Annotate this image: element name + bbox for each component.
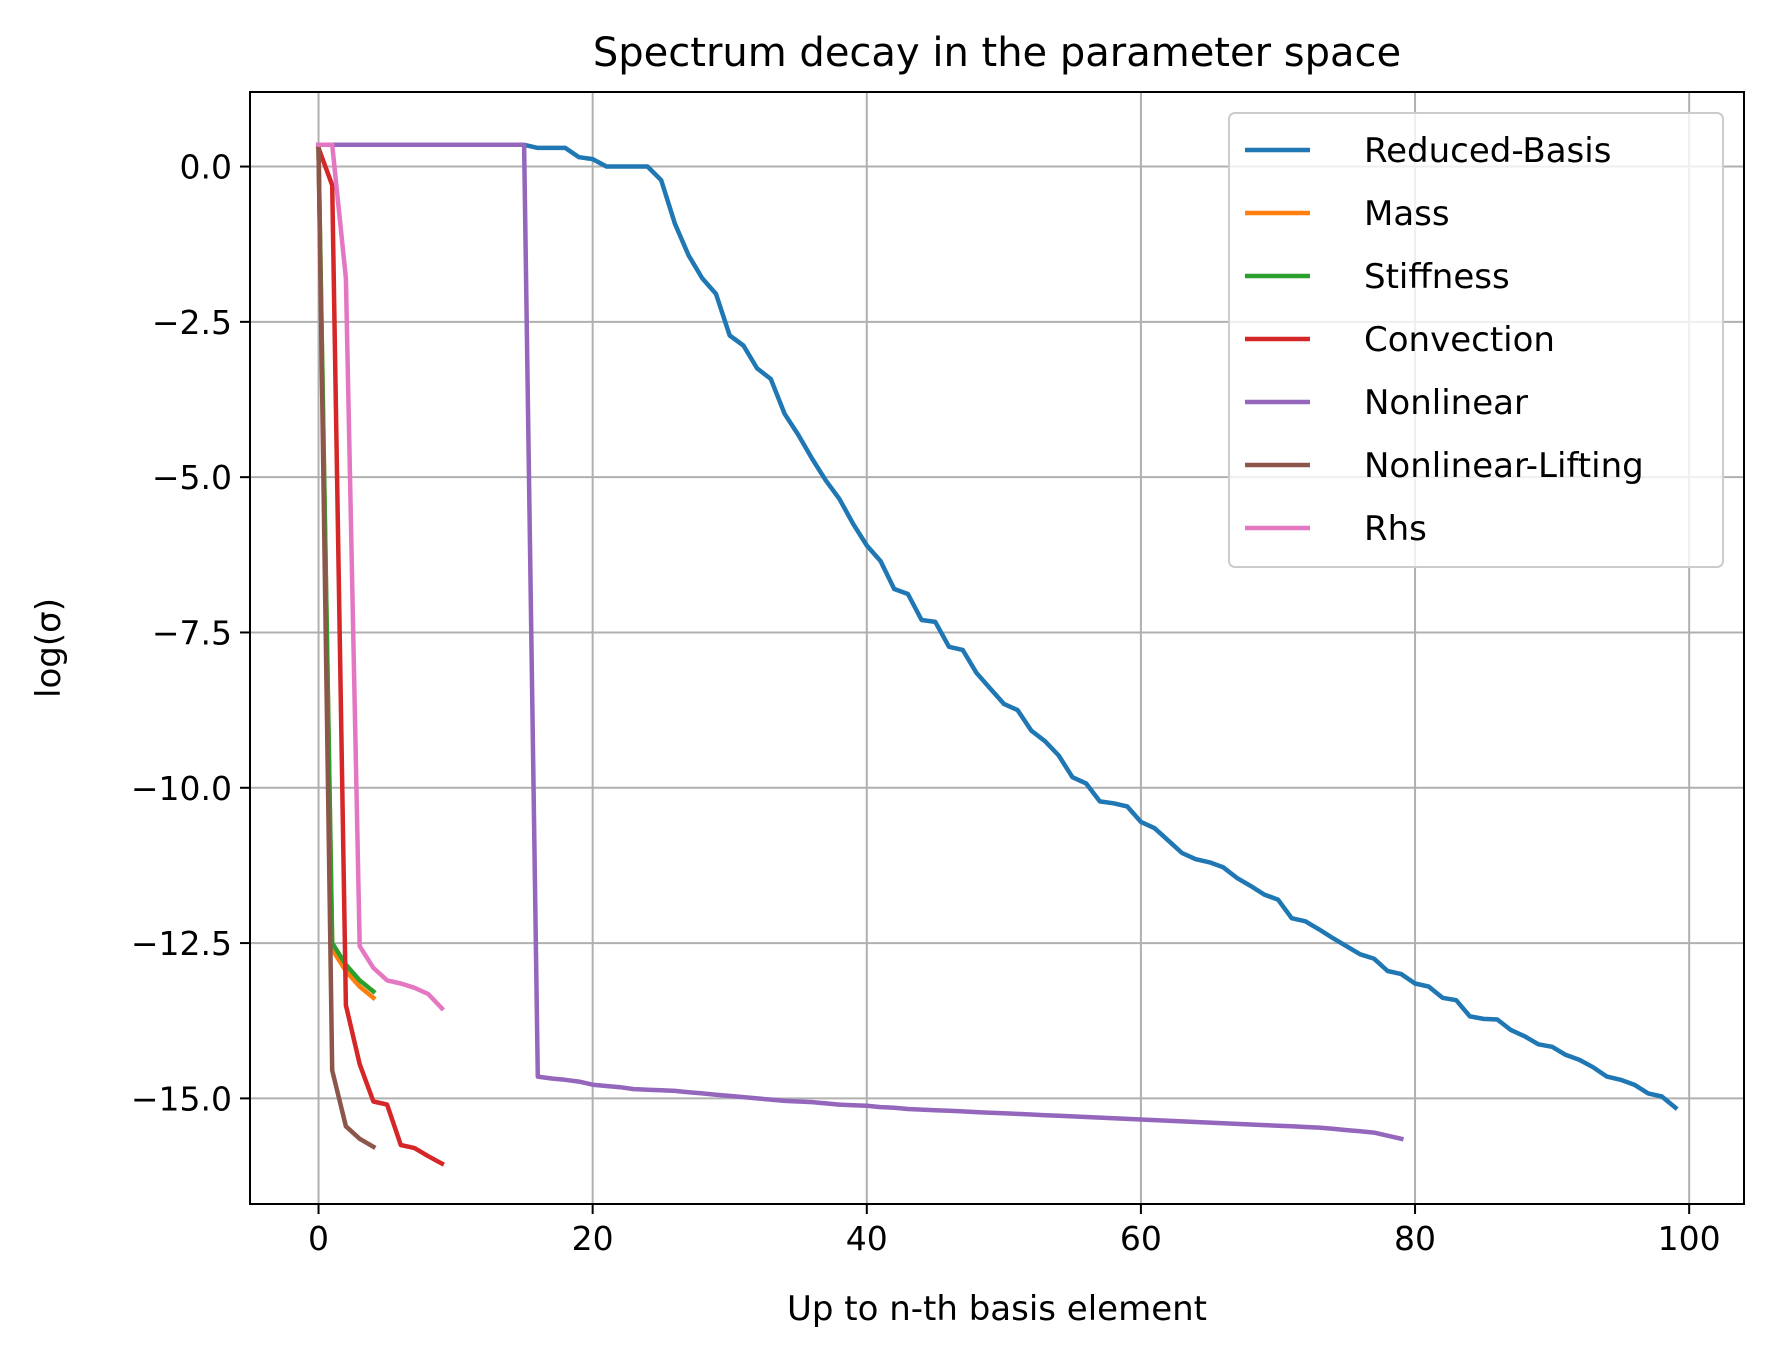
- y-tick-label: −12.5: [131, 924, 232, 963]
- x-tick-label: 40: [846, 1219, 888, 1258]
- series-line-convection: [315, 145, 445, 1167]
- y-tick-label: −2.5: [152, 303, 232, 342]
- legend: Reduced-Basis Mass Stiffness Convection Nonl…: [1228, 112, 1724, 568]
- chart-title: Spectrum decay in the parameter space: [593, 30, 1401, 76]
- y-tick-label: −5.0: [152, 458, 232, 497]
- legend-label-stiffness: Stiffness: [1364, 257, 1510, 297]
- ticks: 0 20 40 60 80 100 0.0 −2.5 −5.0 −7.5 −10.0 −12.5 −15…: [131, 148, 1721, 1258]
- y-tick-label: −7.5: [152, 613, 232, 652]
- y-tick-label: 0.0: [180, 148, 232, 187]
- legend-label-mass: Mass: [1364, 194, 1450, 234]
- legend-label-nonlinear-lifting: Nonlinear-Lifting: [1364, 446, 1644, 486]
- x-axis-label: Up to n-th basis element: [787, 1289, 1207, 1329]
- grid: [250, 92, 1744, 1204]
- x-tick-label: 100: [1658, 1219, 1721, 1258]
- x-tick-label: 20: [572, 1219, 614, 1258]
- series-line-nonlinear-lifting: [316, 145, 377, 1150]
- x-tick-label: 0: [308, 1219, 329, 1258]
- series-line-nonlinear: [316, 142, 1404, 1142]
- legend-label-convection: Convection: [1364, 320, 1555, 360]
- x-tick-label: 60: [1120, 1219, 1162, 1258]
- series-layer: [315, 142, 1679, 1167]
- legend-label-nonlinear: Nonlinear: [1364, 383, 1528, 423]
- series-line-rhs: [316, 142, 446, 1012]
- y-tick-label: −10.0: [131, 769, 232, 808]
- plot-frame: [249, 91, 1745, 1205]
- y-axis-label: log(σ): [29, 598, 69, 698]
- y-tick-label: −15.0: [131, 1079, 232, 1118]
- legend-box: [1228, 112, 1724, 568]
- x-tick-label: 80: [1394, 1219, 1436, 1258]
- legend-label-reduced-basis: Reduced-Basis: [1364, 131, 1611, 171]
- series-line-reduced-basis: [316, 142, 1679, 1111]
- legend-label-rhs: Rhs: [1364, 509, 1427, 549]
